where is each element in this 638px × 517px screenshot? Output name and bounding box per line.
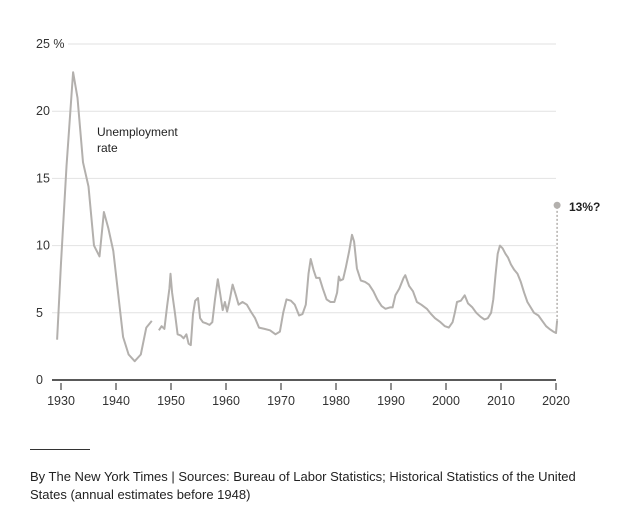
x-tick-label: 1980	[322, 394, 350, 408]
x-tick-label: 2020	[542, 394, 570, 408]
series-line-monthly	[158, 233, 559, 347]
y-tick-label: 15	[36, 171, 50, 185]
y-tick-label: 5	[36, 306, 43, 320]
projection-label: 13%?	[569, 200, 600, 214]
unemployment-chart: 0 5 10 15 20 25 % 1930 1940 1950 1960 1970 1980 1990…	[36, 37, 600, 408]
y-tick-label: 10	[36, 239, 50, 253]
x-tick-label: 2010	[487, 394, 515, 408]
series-label-line-1: Unemployment	[97, 125, 178, 139]
x-tick-label: 1940	[102, 394, 130, 408]
footer-credit: By The New York Times | Sources: Bureau …	[30, 469, 576, 502]
y-tick-label: 25 %	[36, 37, 65, 51]
footer-rule	[30, 449, 90, 450]
x-tick-label: 2000	[432, 394, 460, 408]
series-label-line-2: rate	[97, 141, 118, 155]
x-tick-label: 1930	[47, 394, 75, 408]
x-tick-label: 1990	[377, 394, 405, 408]
x-tick-label: 1960	[212, 394, 240, 408]
x-tick-label: 1950	[157, 394, 185, 408]
y-tick-label: 0	[36, 373, 43, 387]
series-line-annual	[56, 71, 153, 363]
series-label: Unemployment rate	[97, 125, 181, 155]
projection-point	[553, 201, 561, 209]
x-tick-label: 1970	[267, 394, 295, 408]
y-tick-label: 20	[36, 104, 50, 118]
